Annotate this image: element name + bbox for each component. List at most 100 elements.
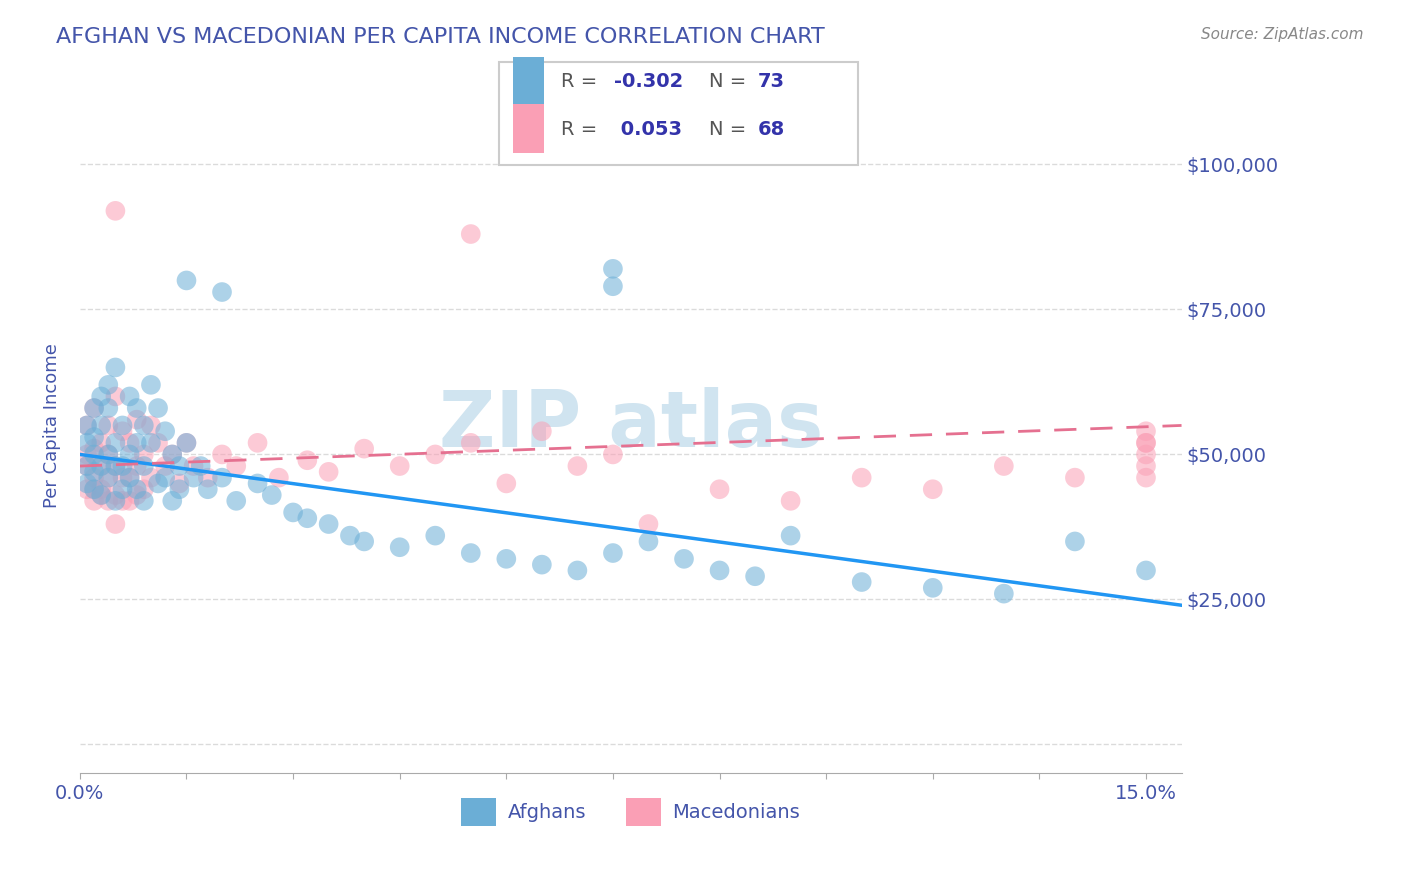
Point xyxy=(495,552,517,566)
Text: N =: N = xyxy=(709,72,752,91)
Point xyxy=(353,534,375,549)
Point xyxy=(76,458,98,473)
Point xyxy=(83,447,105,461)
Point xyxy=(90,488,112,502)
Point xyxy=(1135,470,1157,484)
Point xyxy=(169,458,191,473)
Point xyxy=(1064,470,1087,484)
Point xyxy=(318,465,340,479)
Point xyxy=(495,476,517,491)
Point xyxy=(104,360,127,375)
Point xyxy=(83,401,105,415)
Point xyxy=(76,476,98,491)
Point xyxy=(1135,447,1157,461)
Text: N =: N = xyxy=(709,120,752,138)
Point xyxy=(637,534,659,549)
Point xyxy=(530,424,553,438)
Point xyxy=(672,552,695,566)
Point xyxy=(132,418,155,433)
Point xyxy=(153,424,176,438)
Point xyxy=(779,493,801,508)
Legend: Afghans, Macedonians: Afghans, Macedonians xyxy=(454,790,807,833)
Point xyxy=(139,377,162,392)
Point xyxy=(1135,424,1157,438)
Point xyxy=(76,447,98,461)
Point xyxy=(97,470,120,484)
Point xyxy=(602,546,624,560)
Y-axis label: Per Capita Income: Per Capita Income xyxy=(44,343,60,508)
Point xyxy=(637,516,659,531)
Point xyxy=(90,435,112,450)
Point xyxy=(139,470,162,484)
Point xyxy=(132,493,155,508)
Point xyxy=(118,470,141,484)
Point xyxy=(162,493,184,508)
Text: Source: ZipAtlas.com: Source: ZipAtlas.com xyxy=(1201,27,1364,42)
Point xyxy=(388,458,411,473)
Point xyxy=(118,389,141,403)
Point xyxy=(1064,534,1087,549)
Point xyxy=(118,435,141,450)
Point xyxy=(153,458,176,473)
Point xyxy=(211,285,233,299)
Point xyxy=(162,447,184,461)
Point xyxy=(97,447,120,461)
Point xyxy=(211,470,233,484)
Text: R =: R = xyxy=(561,120,603,138)
Text: 68: 68 xyxy=(758,120,785,138)
Point xyxy=(125,401,148,415)
Point xyxy=(125,412,148,426)
Point xyxy=(779,528,801,542)
Point xyxy=(104,203,127,218)
Point xyxy=(76,418,98,433)
Point xyxy=(993,458,1015,473)
Point xyxy=(97,377,120,392)
Point xyxy=(118,493,141,508)
Point xyxy=(104,389,127,403)
Point xyxy=(146,401,169,415)
Point xyxy=(139,418,162,433)
Point xyxy=(76,435,98,450)
Point xyxy=(125,458,148,473)
Point xyxy=(111,470,134,484)
Point xyxy=(460,546,482,560)
Point xyxy=(297,453,319,467)
Point xyxy=(90,488,112,502)
Point xyxy=(183,458,205,473)
Point xyxy=(190,458,212,473)
Point xyxy=(602,279,624,293)
Point xyxy=(139,435,162,450)
Point xyxy=(183,470,205,484)
Text: -0.302: -0.302 xyxy=(614,72,683,91)
Point xyxy=(709,564,731,578)
Point xyxy=(281,505,304,519)
Text: AFGHAN VS MACEDONIAN PER CAPITA INCOME CORRELATION CHART: AFGHAN VS MACEDONIAN PER CAPITA INCOME C… xyxy=(56,27,825,46)
Text: 0.053: 0.053 xyxy=(614,120,682,138)
Point xyxy=(132,458,155,473)
Point xyxy=(388,540,411,554)
Point xyxy=(460,227,482,241)
Point xyxy=(132,482,155,496)
Point xyxy=(153,470,176,484)
Point xyxy=(602,261,624,276)
Point xyxy=(1135,435,1157,450)
Text: R =: R = xyxy=(561,72,603,91)
Point xyxy=(851,470,873,484)
Point xyxy=(97,447,120,461)
Point xyxy=(97,470,120,484)
Point xyxy=(567,458,589,473)
Point xyxy=(97,401,120,415)
Point xyxy=(97,493,120,508)
Point xyxy=(111,458,134,473)
Point xyxy=(125,488,148,502)
Point xyxy=(125,482,148,496)
Point xyxy=(1135,458,1157,473)
Point xyxy=(353,442,375,456)
Point xyxy=(132,447,155,461)
Point xyxy=(602,447,624,461)
Point xyxy=(176,435,198,450)
Point xyxy=(211,447,233,461)
Point xyxy=(104,458,127,473)
Point xyxy=(104,458,127,473)
Point xyxy=(83,482,105,496)
